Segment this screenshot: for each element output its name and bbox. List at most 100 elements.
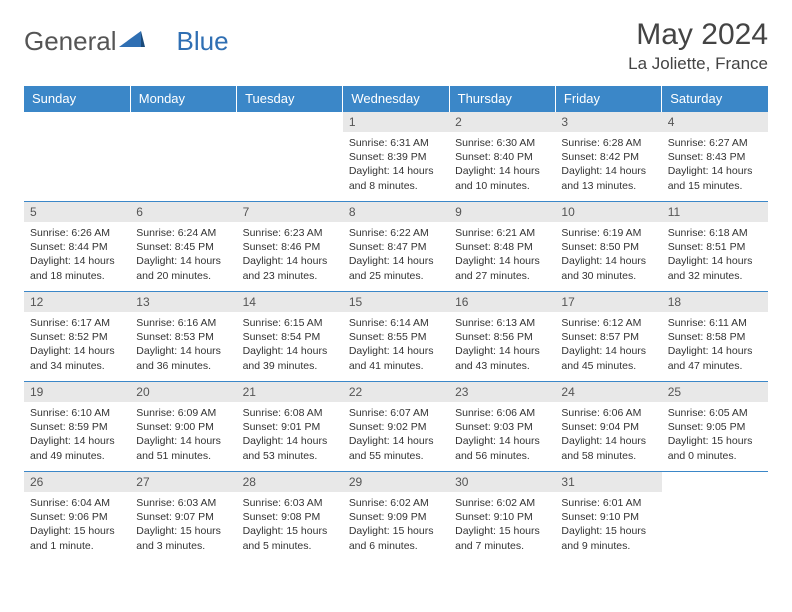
calendar-day-cell: 1Sunrise: 6:31 AMSunset: 8:39 PMDaylight… (343, 112, 449, 202)
day-sunrise: Sunrise: 6:16 AM (136, 316, 230, 330)
day-content: Sunrise: 6:17 AMSunset: 8:52 PMDaylight:… (24, 312, 130, 377)
day-daylight2: and 13 minutes. (561, 179, 655, 193)
month-title: May 2024 (628, 18, 768, 52)
day-content: Sunrise: 6:10 AMSunset: 8:59 PMDaylight:… (24, 402, 130, 467)
calendar-day-cell: 5Sunrise: 6:26 AMSunset: 8:44 PMDaylight… (24, 202, 130, 292)
day-number: 29 (343, 472, 449, 492)
day-daylight1: Daylight: 14 hours (136, 434, 230, 448)
day-daylight1: Daylight: 14 hours (30, 434, 124, 448)
calendar-day-cell: 18Sunrise: 6:11 AMSunset: 8:58 PMDayligh… (662, 292, 768, 382)
day-sunrise: Sunrise: 6:30 AM (455, 136, 549, 150)
calendar-day-cell: 29Sunrise: 6:02 AMSunset: 9:09 PMDayligh… (343, 472, 449, 562)
day-sunset: Sunset: 9:00 PM (136, 420, 230, 434)
weekday-header: Wednesday (343, 86, 449, 112)
calendar-day-cell: 23Sunrise: 6:06 AMSunset: 9:03 PMDayligh… (449, 382, 555, 472)
day-daylight1: Daylight: 14 hours (243, 254, 337, 268)
day-number: 15 (343, 292, 449, 312)
day-sunrise: Sunrise: 6:06 AM (455, 406, 549, 420)
day-sunrise: Sunrise: 6:06 AM (561, 406, 655, 420)
calendar-week-row: 1Sunrise: 6:31 AMSunset: 8:39 PMDaylight… (24, 112, 768, 202)
calendar-day-cell: 16Sunrise: 6:13 AMSunset: 8:56 PMDayligh… (449, 292, 555, 382)
day-number: 24 (555, 382, 661, 402)
day-sunrise: Sunrise: 6:01 AM (561, 496, 655, 510)
day-daylight1: Daylight: 14 hours (561, 344, 655, 358)
day-number: 28 (237, 472, 343, 492)
day-sunrise: Sunrise: 6:05 AM (668, 406, 762, 420)
day-daylight2: and 23 minutes. (243, 269, 337, 283)
day-daylight2: and 41 minutes. (349, 359, 443, 373)
day-content: Sunrise: 6:15 AMSunset: 8:54 PMDaylight:… (237, 312, 343, 377)
day-number: 10 (555, 202, 661, 222)
day-content: Sunrise: 6:24 AMSunset: 8:45 PMDaylight:… (130, 222, 236, 287)
day-content: Sunrise: 6:19 AMSunset: 8:50 PMDaylight:… (555, 222, 661, 287)
day-content: Sunrise: 6:14 AMSunset: 8:55 PMDaylight:… (343, 312, 449, 377)
calendar-week-row: 19Sunrise: 6:10 AMSunset: 8:59 PMDayligh… (24, 382, 768, 472)
calendar-day-cell: 2Sunrise: 6:30 AMSunset: 8:40 PMDaylight… (449, 112, 555, 202)
day-sunset: Sunset: 9:10 PM (561, 510, 655, 524)
day-daylight2: and 6 minutes. (349, 539, 443, 553)
day-number: 16 (449, 292, 555, 312)
calendar-week-row: 26Sunrise: 6:04 AMSunset: 9:06 PMDayligh… (24, 472, 768, 562)
calendar-day-cell (130, 112, 236, 202)
day-daylight2: and 45 minutes. (561, 359, 655, 373)
day-sunset: Sunset: 8:46 PM (243, 240, 337, 254)
day-daylight2: and 43 minutes. (455, 359, 549, 373)
day-number: 21 (237, 382, 343, 402)
day-sunrise: Sunrise: 6:22 AM (349, 226, 443, 240)
day-number: 8 (343, 202, 449, 222)
calendar-day-cell: 28Sunrise: 6:03 AMSunset: 9:08 PMDayligh… (237, 472, 343, 562)
day-content: Sunrise: 6:02 AMSunset: 9:10 PMDaylight:… (449, 492, 555, 557)
day-number (237, 112, 343, 118)
day-number (24, 112, 130, 118)
calendar-day-cell: 10Sunrise: 6:19 AMSunset: 8:50 PMDayligh… (555, 202, 661, 292)
day-number: 2 (449, 112, 555, 132)
page-header: General Blue May 2024 La Joliette, Franc… (24, 18, 768, 74)
weekday-header: Sunday (24, 86, 130, 112)
triangle-icon (119, 29, 145, 54)
day-content: Sunrise: 6:01 AMSunset: 9:10 PMDaylight:… (555, 492, 661, 557)
day-sunrise: Sunrise: 6:03 AM (243, 496, 337, 510)
day-daylight2: and 20 minutes. (136, 269, 230, 283)
day-sunrise: Sunrise: 6:23 AM (243, 226, 337, 240)
calendar-day-cell: 14Sunrise: 6:15 AMSunset: 8:54 PMDayligh… (237, 292, 343, 382)
day-daylight2: and 18 minutes. (30, 269, 124, 283)
day-daylight2: and 1 minute. (30, 539, 124, 553)
day-sunrise: Sunrise: 6:31 AM (349, 136, 443, 150)
day-daylight2: and 47 minutes. (668, 359, 762, 373)
calendar-day-cell: 26Sunrise: 6:04 AMSunset: 9:06 PMDayligh… (24, 472, 130, 562)
weekday-header: Monday (130, 86, 236, 112)
day-daylight1: Daylight: 14 hours (561, 254, 655, 268)
calendar-day-cell (237, 112, 343, 202)
calendar-day-cell: 6Sunrise: 6:24 AMSunset: 8:45 PMDaylight… (130, 202, 236, 292)
calendar-week-row: 5Sunrise: 6:26 AMSunset: 8:44 PMDaylight… (24, 202, 768, 292)
location-label: La Joliette, France (628, 54, 768, 74)
day-number: 14 (237, 292, 343, 312)
day-daylight1: Daylight: 14 hours (668, 164, 762, 178)
day-number: 9 (449, 202, 555, 222)
day-content: Sunrise: 6:30 AMSunset: 8:40 PMDaylight:… (449, 132, 555, 197)
calendar-day-cell: 25Sunrise: 6:05 AMSunset: 9:05 PMDayligh… (662, 382, 768, 472)
brand-word1: General (24, 26, 117, 57)
day-number: 25 (662, 382, 768, 402)
day-sunrise: Sunrise: 6:13 AM (455, 316, 549, 330)
day-daylight1: Daylight: 14 hours (455, 434, 549, 448)
day-sunset: Sunset: 8:47 PM (349, 240, 443, 254)
day-daylight2: and 58 minutes. (561, 449, 655, 463)
calendar-day-cell: 9Sunrise: 6:21 AMSunset: 8:48 PMDaylight… (449, 202, 555, 292)
day-daylight1: Daylight: 14 hours (30, 254, 124, 268)
day-number: 26 (24, 472, 130, 492)
day-number: 5 (24, 202, 130, 222)
day-number: 13 (130, 292, 236, 312)
day-sunrise: Sunrise: 6:10 AM (30, 406, 124, 420)
day-content: Sunrise: 6:28 AMSunset: 8:42 PMDaylight:… (555, 132, 661, 197)
day-sunset: Sunset: 8:55 PM (349, 330, 443, 344)
day-daylight1: Daylight: 14 hours (668, 344, 762, 358)
day-content: Sunrise: 6:18 AMSunset: 8:51 PMDaylight:… (662, 222, 768, 287)
calendar-day-cell: 12Sunrise: 6:17 AMSunset: 8:52 PMDayligh… (24, 292, 130, 382)
calendar-day-cell: 20Sunrise: 6:09 AMSunset: 9:00 PMDayligh… (130, 382, 236, 472)
day-daylight1: Daylight: 15 hours (455, 524, 549, 538)
day-content: Sunrise: 6:26 AMSunset: 8:44 PMDaylight:… (24, 222, 130, 287)
day-sunset: Sunset: 8:44 PM (30, 240, 124, 254)
day-sunrise: Sunrise: 6:21 AM (455, 226, 549, 240)
day-sunset: Sunset: 9:09 PM (349, 510, 443, 524)
